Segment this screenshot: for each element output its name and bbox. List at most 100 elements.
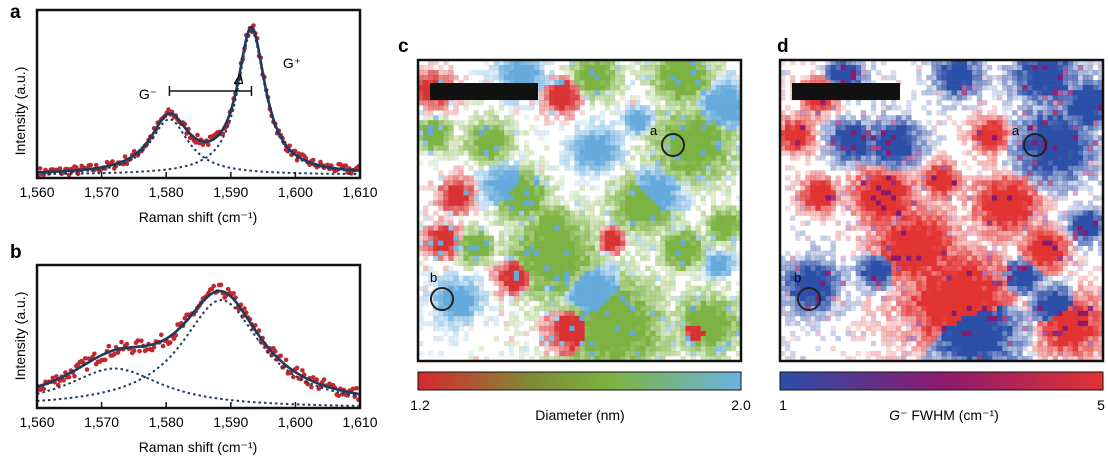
- map-pixel: [433, 210, 439, 216]
- map-pixel: [820, 235, 826, 241]
- map-pixel: [710, 285, 717, 292]
- map-pixel: [926, 300, 932, 307]
- map-pixel: [870, 125, 877, 131]
- map-pixel: [574, 60, 580, 66]
- map-pixel: [896, 105, 902, 111]
- data-point: [231, 291, 236, 296]
- data-point: [74, 165, 79, 170]
- map-pixel: [448, 235, 454, 241]
- map-pixel: [554, 270, 560, 277]
- map-pixel: [715, 60, 722, 66]
- map-pixel: [845, 70, 851, 76]
- map-pixel: [720, 105, 727, 111]
- map-pixel: [735, 75, 742, 81]
- map-pixel: [891, 280, 897, 287]
- map-pixel: [564, 160, 570, 166]
- map-pixel: [840, 255, 846, 261]
- map-pixel: [921, 300, 927, 307]
- map-pixel: [901, 275, 907, 282]
- map-pixel: [629, 355, 636, 362]
- map-pixel: [795, 235, 801, 241]
- map-pixel: [458, 125, 464, 131]
- map-pixel: [518, 210, 525, 216]
- map-pixel: [916, 280, 922, 287]
- map-pixel: [629, 155, 636, 161]
- map-pixel: [609, 185, 616, 191]
- map-pixel: [865, 285, 872, 292]
- map-pixel: [438, 105, 444, 111]
- map-pixel: [790, 165, 796, 171]
- map-pixel: [670, 120, 676, 126]
- map-pixel: [665, 330, 671, 337]
- map-pixel: [931, 85, 937, 91]
- map-pixel: [916, 130, 922, 136]
- map-pixel: [710, 95, 717, 101]
- map-pixel: [685, 170, 691, 176]
- map-pixel: [518, 150, 525, 156]
- map-pixel: [508, 70, 515, 76]
- map-pixel: [855, 65, 862, 71]
- map-pixel: [589, 255, 595, 261]
- data-point: [124, 341, 130, 347]
- map-pixel: [513, 225, 520, 231]
- map-pixel: [544, 95, 550, 101]
- map-pixel: [629, 135, 636, 141]
- map-pixel: [594, 335, 600, 342]
- map-pixel: [428, 200, 434, 206]
- map-pixel: [730, 120, 737, 126]
- map-pixel: [805, 235, 811, 241]
- map-pixel: [725, 295, 732, 302]
- map-pixel: [695, 265, 701, 271]
- map-pixel: [875, 195, 882, 201]
- map-pixel: [665, 80, 671, 86]
- map-pixel: [906, 120, 912, 126]
- map-pixel: [503, 205, 510, 211]
- map-pixel: [518, 190, 525, 196]
- map-pixel: [705, 300, 712, 307]
- component-fit-1: [36, 367, 359, 407]
- map-pixel: [906, 145, 912, 151]
- map-pixel: [880, 170, 887, 176]
- map-pixel: [695, 285, 701, 292]
- map-pixel: [855, 205, 862, 211]
- map-pixel: [725, 215, 732, 221]
- map-pixel: [685, 90, 691, 96]
- data-point: [119, 339, 124, 345]
- map-pixel: [860, 195, 867, 201]
- map-pixel: [534, 175, 540, 181]
- map-pixel: [589, 220, 595, 226]
- map-pixel: [805, 180, 811, 186]
- map-pixel: [604, 245, 611, 251]
- map-pixel: [569, 335, 575, 342]
- map-pixel: [705, 120, 712, 126]
- map-pixel: [529, 105, 535, 111]
- map-pixel: [896, 130, 902, 136]
- map-pixel: [665, 255, 671, 261]
- map-pixel: [428, 225, 434, 231]
- map-pixel: [463, 130, 469, 136]
- map-pixel: [926, 225, 932, 231]
- map-pixel: [433, 250, 439, 256]
- map-pixel: [705, 100, 712, 106]
- map-pixel: [725, 145, 732, 151]
- map-pixel: [604, 275, 611, 282]
- map-pixel: [835, 155, 841, 161]
- map-pixel: [609, 175, 616, 181]
- map-pixel: [655, 270, 661, 277]
- map-pixel: [710, 185, 717, 191]
- map-pixel: [619, 95, 626, 101]
- map-pixel: [574, 295, 580, 302]
- map-pixel: [896, 330, 902, 337]
- map-pixel: [845, 305, 851, 312]
- map-pixel: [785, 205, 791, 211]
- map-pixel: [901, 255, 907, 261]
- map-pixel: [916, 160, 922, 166]
- map-pixel: [635, 285, 641, 292]
- map-pixel: [645, 190, 651, 196]
- map-pixel: [660, 285, 666, 292]
- map-pixel: [493, 305, 500, 312]
- map-pixel: [564, 280, 570, 287]
- map-pixel: [508, 215, 515, 221]
- map-pixel: [901, 250, 907, 256]
- map-pixel: [624, 335, 631, 342]
